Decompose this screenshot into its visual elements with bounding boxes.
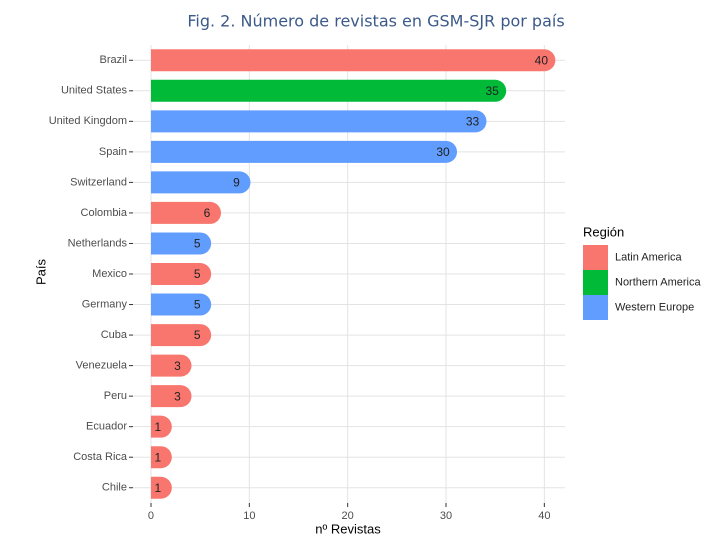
y-tick-label: Colombia — [81, 207, 128, 219]
y-axis-title: País — [33, 258, 48, 285]
bar — [150, 171, 251, 194]
value-label: 33 — [466, 115, 480, 129]
bar — [150, 140, 458, 163]
value-label: 1 — [154, 450, 161, 464]
y-tick-label: Spain — [99, 146, 127, 158]
value-label: 5 — [194, 237, 201, 251]
y-tick-label: Germany — [82, 298, 128, 310]
chart-title: Fig. 2. Número de revistas en GSM-SJR po… — [187, 12, 564, 31]
bar — [150, 201, 221, 224]
bar — [150, 446, 172, 469]
value-label: 35 — [486, 84, 500, 98]
x-tick-label: 20 — [342, 510, 354, 522]
bar — [150, 324, 212, 347]
value-label: 3 — [174, 389, 181, 403]
legend-title: Región — [583, 224, 624, 239]
value-label: 3 — [174, 359, 181, 373]
x-tick-label: 10 — [243, 510, 255, 522]
x-axis-title: nº Revistas — [315, 521, 381, 536]
bar — [150, 354, 192, 377]
y-tick-label: Ecuador — [86, 421, 127, 433]
y-tick-label: Costa Rica — [73, 451, 128, 463]
bar — [150, 415, 172, 438]
y-tick-label: Cuba — [101, 329, 128, 341]
legend-label: Northern America — [615, 276, 701, 288]
bar — [150, 385, 192, 408]
bar — [150, 293, 212, 316]
y-tick-label: Peru — [104, 390, 127, 402]
y-tick-label: Switzerland — [70, 176, 127, 188]
bar — [150, 79, 507, 102]
value-label: 1 — [154, 420, 161, 434]
y-tick-label: Venezuela — [76, 360, 128, 372]
y-tick-label: Chile — [102, 482, 127, 494]
value-label: 5 — [194, 267, 201, 281]
legend-label: Latin America — [615, 251, 683, 263]
value-label: 40 — [535, 53, 549, 67]
legend-label: Western Europe — [615, 301, 694, 313]
value-label: 6 — [204, 206, 211, 220]
value-label: 9 — [233, 176, 240, 190]
value-label: 5 — [194, 298, 201, 312]
y-tick-label: United States — [61, 85, 128, 97]
x-tick-label: 40 — [538, 510, 550, 522]
value-label: 1 — [154, 481, 161, 495]
x-tick-label: 30 — [440, 510, 452, 522]
bar — [150, 110, 487, 133]
bar — [150, 232, 212, 255]
x-tick-label: 0 — [148, 510, 154, 522]
legend-key — [583, 245, 608, 270]
y-tick-label: United Kingdom — [49, 115, 127, 127]
value-label: 5 — [194, 328, 201, 342]
y-tick-label: Netherlands — [68, 237, 128, 249]
value-label: 30 — [436, 145, 450, 159]
bar — [150, 263, 212, 285]
legend-key — [583, 270, 608, 295]
bar — [150, 476, 172, 499]
y-tick-label: Brazil — [99, 54, 127, 66]
legend-key — [583, 295, 608, 320]
y-tick-label: Mexico — [92, 268, 127, 280]
bar — [150, 49, 556, 72]
